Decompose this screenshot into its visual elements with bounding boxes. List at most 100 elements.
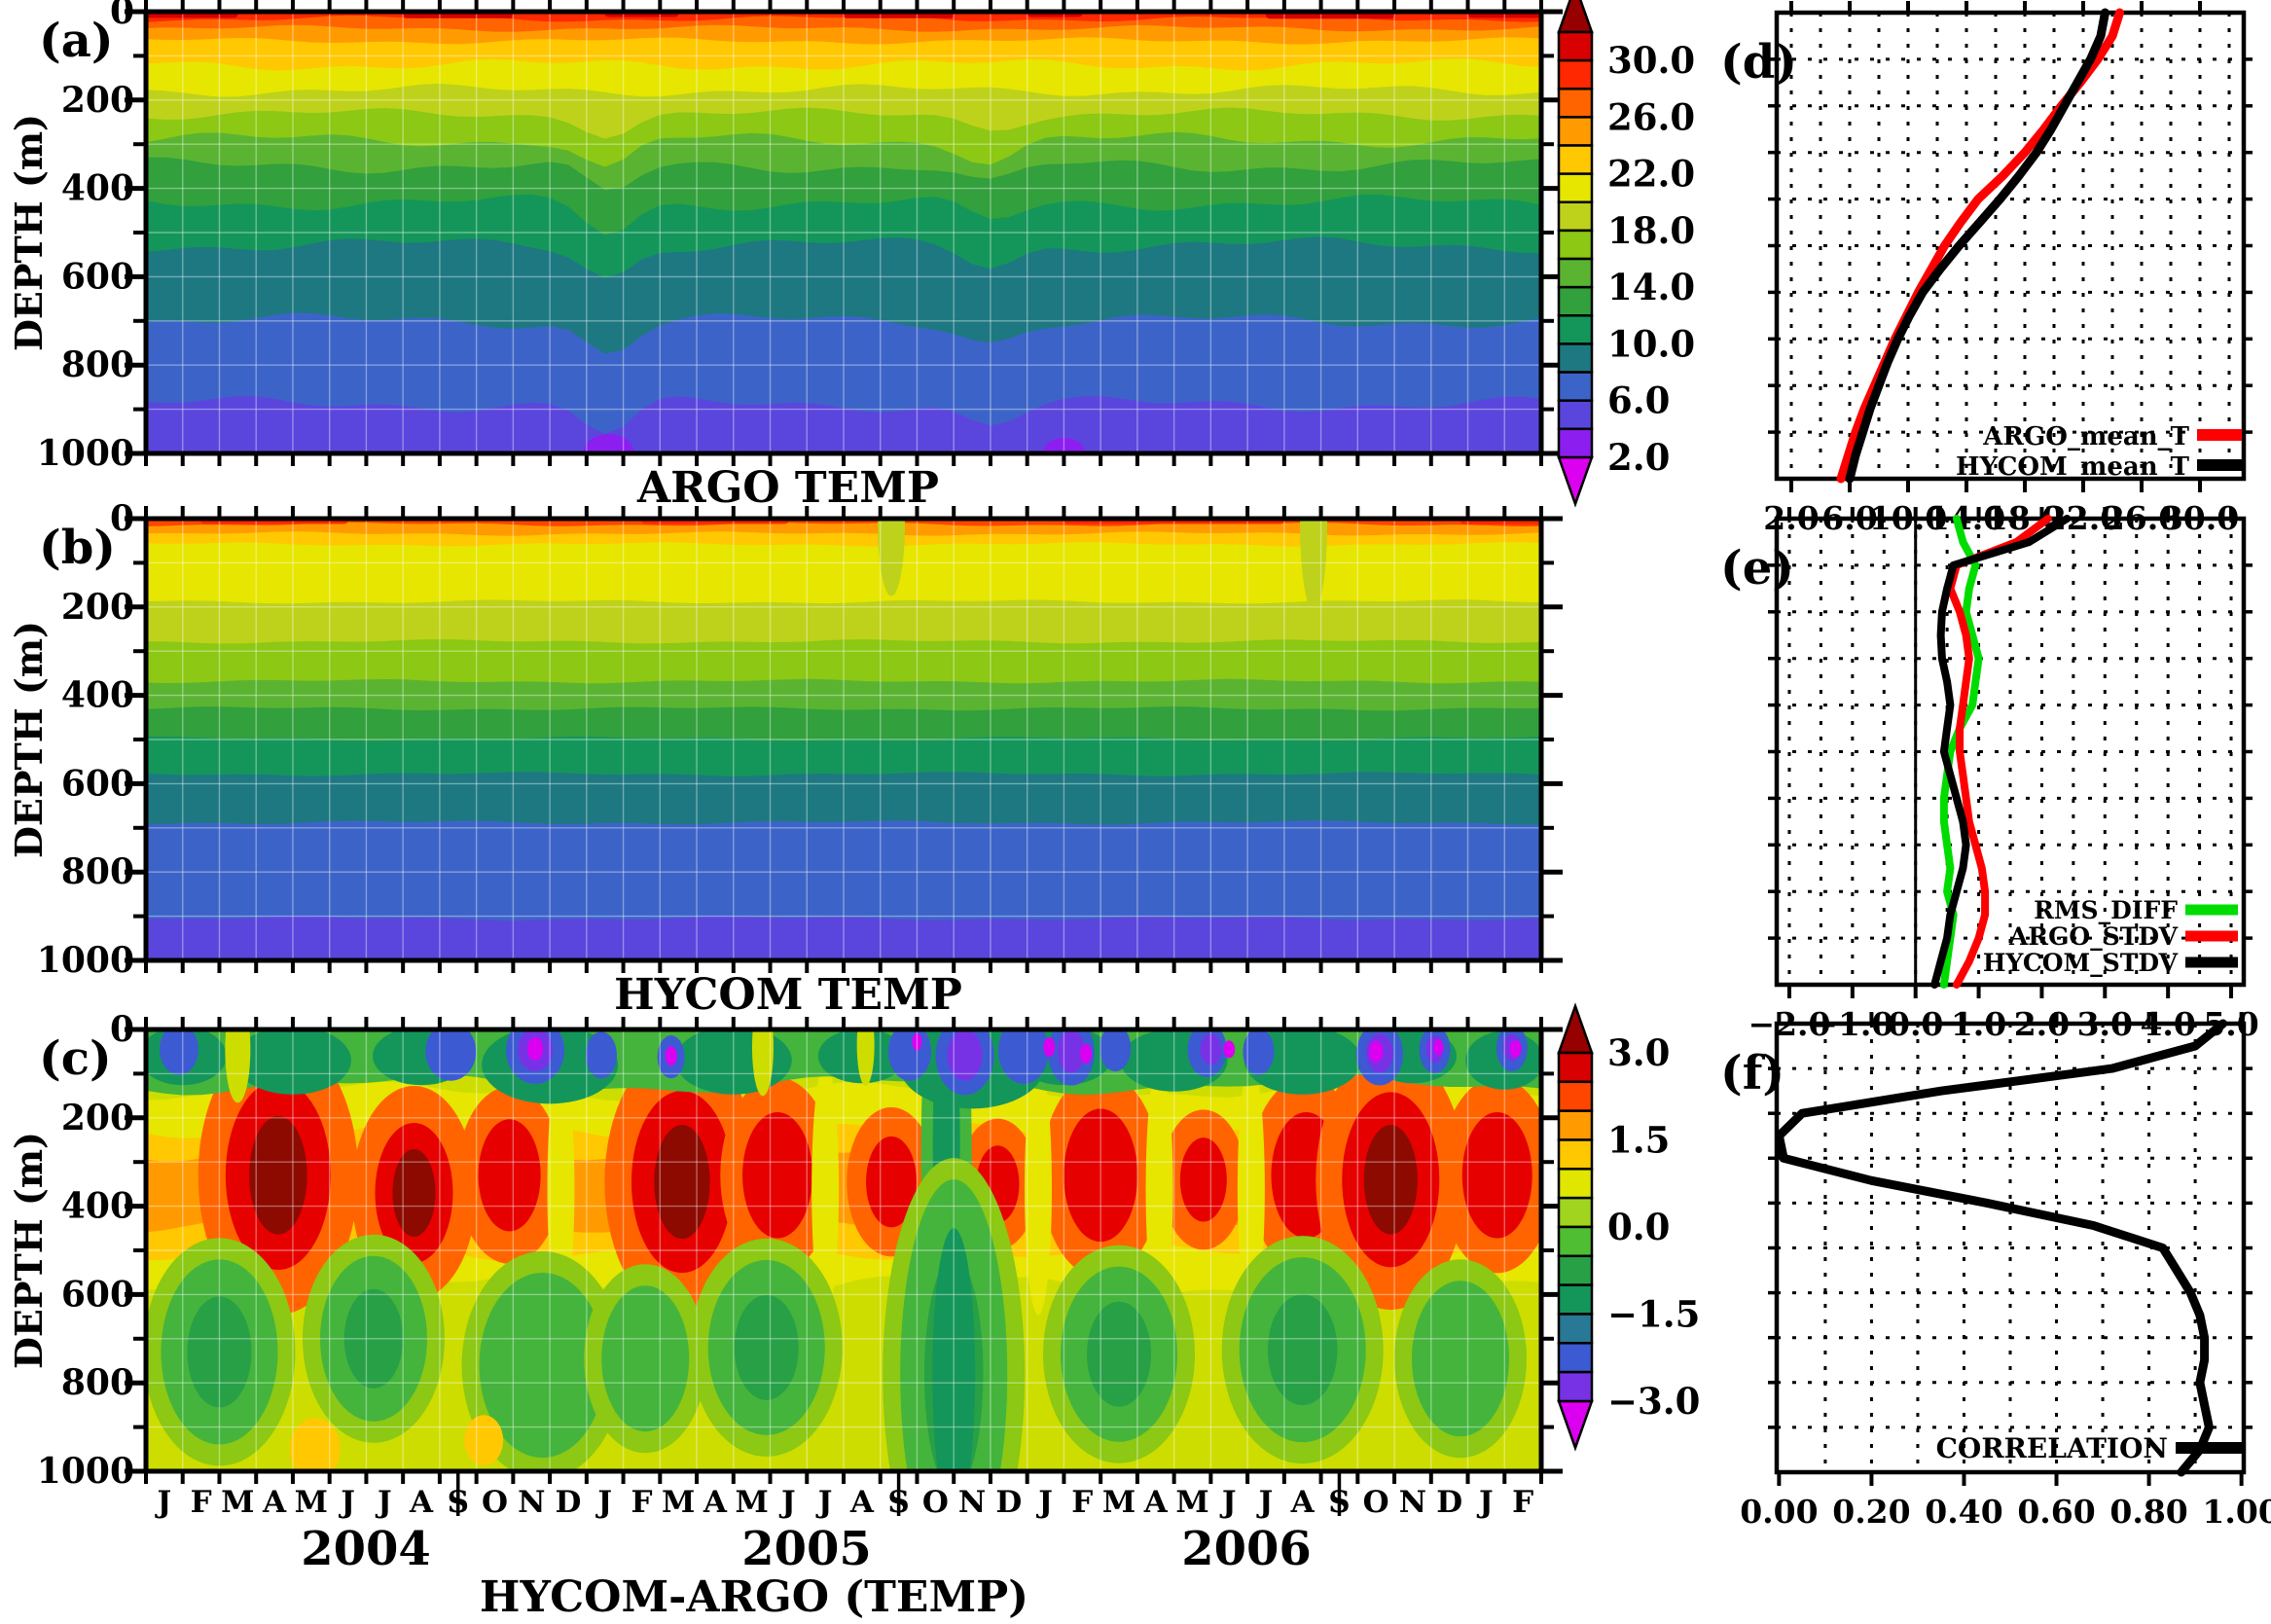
month-label: F	[1071, 1485, 1093, 1520]
colorbar-segment	[1557, 88, 1594, 119]
month-label: J	[375, 1485, 392, 1520]
deep-gold-spot	[289, 1418, 341, 1471]
depth-tick-label: 200	[61, 80, 134, 121]
surface-magenta-spot	[1080, 1043, 1093, 1064]
colorbar-tick-label: −3.0	[1607, 1380, 1700, 1423]
x-tick-label: 0.40	[1925, 1493, 2002, 1531]
legend-hycom-mean-t: HYCOM_mean_T	[1956, 452, 2190, 482]
month-label: F	[631, 1485, 652, 1520]
colorbar-segment	[1557, 343, 1594, 374]
warm-band-pinch	[811, 1062, 840, 1316]
deep-blob-inner	[187, 1296, 252, 1408]
colorbar-arrow-top	[1557, 1002, 1594, 1055]
panel-grid	[146, 12, 1541, 453]
line-panel-f: 0.00 0.20 0.40 0.60 0.80 1.00	[1740, 1012, 2271, 1531]
colorbar-segment	[1557, 58, 1594, 90]
surface-gap	[225, 1029, 251, 1103]
surface-teal-patch	[234, 1029, 351, 1095]
month-label: M	[1102, 1485, 1136, 1520]
deep-blob-inner	[1087, 1301, 1152, 1407]
surface-violet-blob	[1200, 1033, 1222, 1065]
warm-blob-core	[1363, 1125, 1418, 1235]
surface-magenta-spot	[912, 1032, 922, 1051]
month-label: A	[703, 1485, 728, 1520]
profile-line-hycom_mean_t	[1845, 8, 2109, 484]
month-label: J	[1219, 1485, 1237, 1520]
deep-blob	[1411, 1281, 1509, 1437]
profile-line-hycom_stdv	[1930, 515, 2072, 989]
panel-frame: 0 200 400 600 800 1000	[37, 498, 1563, 981]
surface-blue-blob	[425, 1029, 477, 1081]
surface-blue-blob	[1099, 1029, 1132, 1072]
deep-gold-spot	[464, 1415, 504, 1466]
surface-magenta-spot	[1369, 1040, 1384, 1063]
deep-blob-core	[932, 1228, 976, 1471]
panel-a-title: ARGO TEMP	[636, 463, 939, 513]
colorbar-tick-label: 2.0	[1607, 436, 1670, 479]
deep-blob	[601, 1285, 690, 1432]
depth-tick-label: 400	[61, 168, 134, 209]
legend-rms-diff: RMS_DIFF	[2034, 896, 2178, 924]
depth-tick-label: 800	[61, 851, 134, 892]
surface-magenta-spot	[1433, 1039, 1444, 1056]
colorbar-tick-label: 14.0	[1607, 266, 1695, 308]
depth-tick-label: 0	[110, 0, 134, 32]
month-label: M	[295, 1485, 328, 1520]
month-label: O	[482, 1485, 508, 1520]
colorbar-tick-label: 18.0	[1607, 209, 1695, 252]
profile-line-correlation	[1774, 1019, 2228, 1477]
month-label: D	[995, 1485, 1022, 1520]
surface-violet-blob	[947, 1029, 983, 1081]
depth-tick-label: 0	[110, 498, 134, 539]
colorbar-segment	[1557, 30, 1594, 62]
panel-c-title: HYCOM-ARGO (TEMP)	[480, 1572, 1028, 1622]
month-label: D	[1436, 1485, 1462, 1520]
colorbar-tick-label: 0.0	[1607, 1206, 1670, 1248]
surface-magenta-spot	[1223, 1040, 1236, 1059]
surface-blue-blob	[585, 1031, 617, 1079]
month-label: M	[1175, 1485, 1208, 1520]
x-tick-label: 0.20	[1832, 1493, 1910, 1531]
month-label: J	[595, 1485, 612, 1520]
surface-cool-tongue	[1300, 519, 1328, 611]
surface-magenta-spot	[527, 1036, 544, 1061]
month-label: A	[1290, 1485, 1316, 1520]
depth-tick-label: 800	[61, 344, 134, 385]
colorbar-segment	[1557, 144, 1594, 175]
warm-blob-core	[654, 1125, 710, 1240]
month-label: N	[958, 1485, 986, 1520]
panel-b-label: (b)	[39, 521, 116, 575]
warm-blob-core	[249, 1116, 307, 1235]
panel-grid	[146, 1029, 1541, 1471]
month-label: F	[191, 1485, 212, 1520]
depth-tick-label: 600	[61, 1274, 134, 1315]
month-label: A	[262, 1485, 287, 1520]
deep-blob-inner	[1267, 1294, 1338, 1406]
colorbar-segment	[1557, 1254, 1594, 1286]
deep-blob-inner	[343, 1288, 404, 1389]
warm-band-pinch	[547, 1062, 575, 1316]
colorbar-segment	[1557, 1342, 1594, 1374]
warm-band-pinch	[1025, 1062, 1053, 1316]
panel-f-label: (f)	[1720, 1046, 1784, 1101]
year-label-2006: 2006	[1181, 1522, 1312, 1576]
depth-tick-label: 600	[61, 763, 134, 804]
colorbar-difference: 3.0 1.5 0.0 −1.5 −3.0	[1557, 1002, 1700, 1452]
contour-panel-c	[146, 1029, 1541, 1471]
colorbar-segment	[1557, 1370, 1594, 1403]
month-label: M	[662, 1485, 695, 1520]
panel-c-label: (c)	[39, 1031, 112, 1086]
contour-band	[146, 396, 1541, 453]
month-label: S	[1328, 1485, 1350, 1520]
colorbar-segment	[1557, 116, 1594, 147]
depth-tick-label: 400	[61, 675, 134, 716]
surface-magenta-spot	[665, 1046, 677, 1066]
colorbar-segment	[1557, 285, 1594, 317]
colorbar-tick-label: 26.0	[1607, 95, 1695, 138]
month-label: N	[1399, 1485, 1426, 1520]
month-label: M	[735, 1485, 768, 1520]
bottom-cold-spot	[1042, 438, 1086, 453]
profile-line-argo_stdv	[1946, 515, 2052, 989]
warm-blob-red	[478, 1119, 541, 1232]
